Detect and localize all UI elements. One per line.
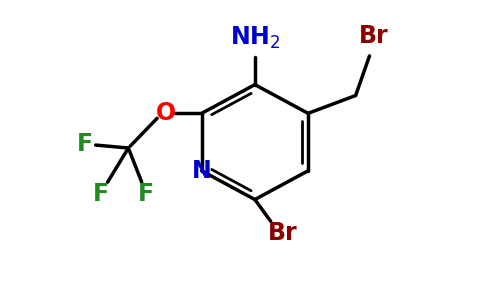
Text: NH$_2$: NH$_2$ [230, 25, 280, 51]
Text: O: O [156, 101, 176, 125]
Text: F: F [138, 182, 154, 206]
Text: Br: Br [359, 24, 388, 48]
Text: F: F [92, 182, 109, 206]
Text: N: N [192, 159, 212, 183]
Text: F: F [76, 132, 93, 156]
Text: Br: Br [268, 221, 298, 245]
